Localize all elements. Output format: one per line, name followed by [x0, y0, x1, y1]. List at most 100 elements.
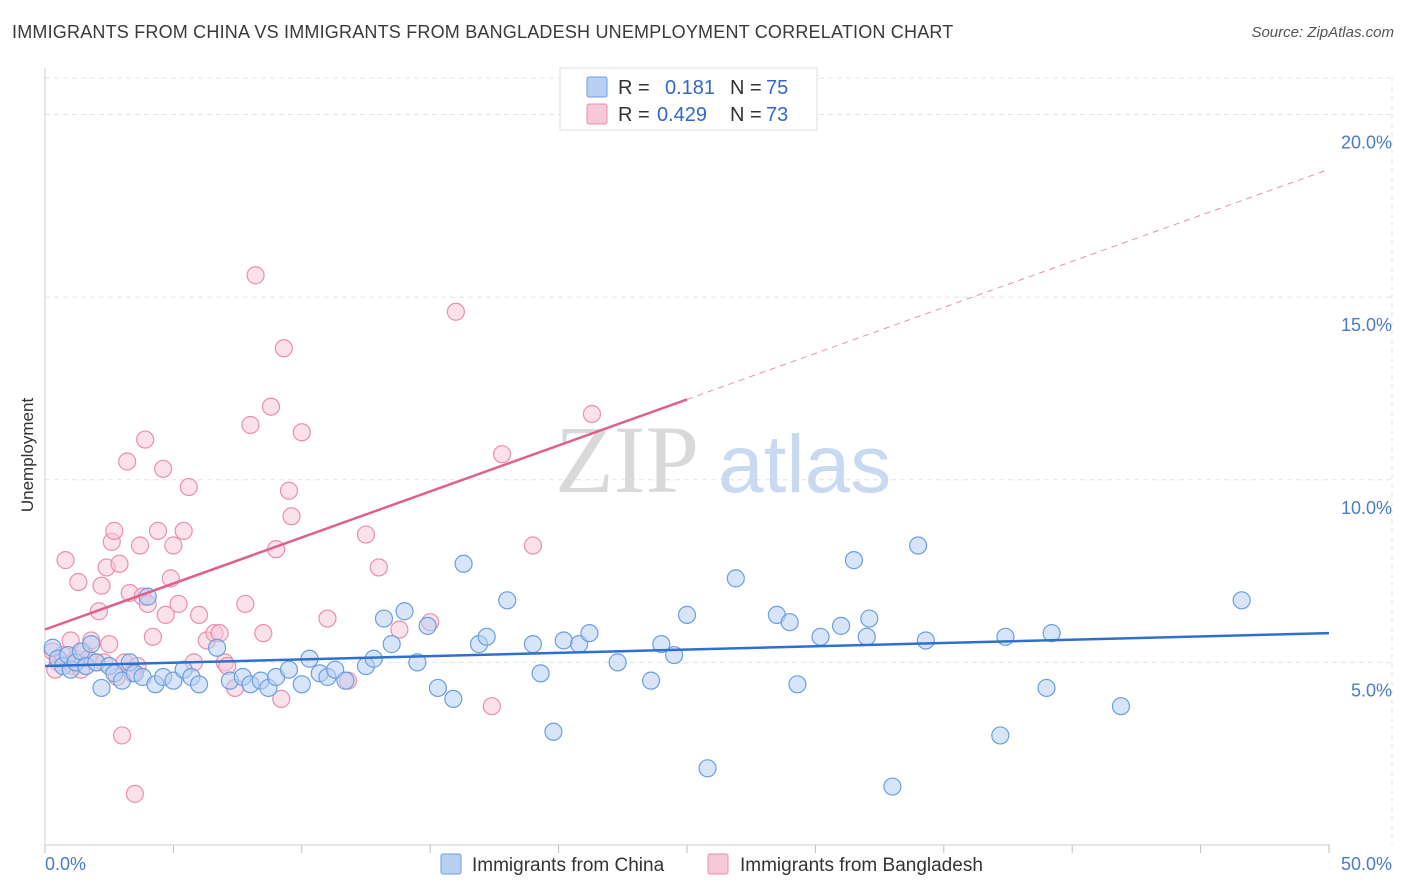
china-point [726, 569, 745, 588]
china-point [857, 627, 876, 646]
bottom-legend-swatch-china [440, 853, 462, 875]
watermark-atlas: atlas [718, 419, 891, 510]
china-point [909, 536, 928, 555]
bangladesh-point [369, 558, 388, 577]
bangladesh-point [148, 521, 168, 540]
legend-swatch-china [586, 76, 608, 98]
china-point [831, 616, 851, 635]
china-point [1042, 624, 1061, 643]
bangladesh-point [390, 620, 409, 639]
axes [44, 68, 1330, 853]
bangladesh-point [318, 609, 337, 628]
china-point [641, 671, 661, 690]
china-point [292, 675, 311, 694]
china-point [408, 653, 427, 672]
china-points [43, 536, 1251, 796]
china-point [860, 609, 879, 628]
bangladesh-point [482, 697, 501, 716]
china-point [207, 638, 227, 657]
china-point [788, 675, 807, 694]
china-point [189, 675, 209, 694]
china-point [883, 777, 902, 796]
china-point [477, 627, 496, 646]
legend-r-value-china: 0.181 [665, 77, 715, 99]
bangladesh-trend-extension [686, 168, 1330, 400]
bangladesh-point [261, 397, 281, 416]
bangladesh-point [56, 551, 75, 570]
china-point [544, 722, 563, 741]
bangladesh-point [282, 507, 301, 526]
bangladesh-point [272, 689, 291, 709]
china-point [498, 591, 517, 610]
bangladesh-point [246, 266, 265, 285]
china-point [531, 664, 550, 683]
bangladesh-point [164, 536, 183, 555]
bangladesh-point [179, 477, 198, 497]
china-point [677, 605, 697, 625]
bangladesh-point [130, 536, 150, 555]
chart-title: IMMIGRANTS FROM CHINA VS IMMIGRANTS FROM… [12, 22, 954, 42]
bangladesh-point [125, 784, 144, 803]
bottom-legend-label-bangladesh: Immigrants from Bangladesh [740, 855, 983, 876]
china-point [811, 627, 830, 646]
bangladesh-point [189, 605, 209, 625]
china-point [580, 624, 599, 643]
y-tick-label: 5.0% [1351, 680, 1392, 700]
legend-r-value-bangladesh: 0.429 [657, 104, 707, 126]
bangladesh-point [174, 521, 193, 540]
china-point [844, 551, 864, 570]
bangladesh-point [292, 423, 311, 442]
bottom-legend-swatch-bangladesh [707, 853, 729, 875]
china-point [374, 609, 394, 628]
bangladesh-point [136, 430, 155, 449]
china-point [444, 689, 463, 709]
tick-labels: 5.0% 10.0% 15.0% 20.0% 0.0% 50.0% [45, 133, 1392, 874]
bottom-legend-label-china: Immigrants from China [472, 855, 665, 876]
bangladesh-point [523, 536, 543, 555]
legend-box: R = 0.181 N = 75 R = 0.429 N = 73 [559, 67, 818, 131]
bangladesh-point [493, 445, 512, 464]
legend-n-label-bangladesh: N = [730, 104, 762, 126]
bangladesh-point [118, 452, 137, 471]
bangladesh-point [110, 554, 129, 573]
bangladesh-point [241, 415, 260, 435]
china-point [1232, 591, 1251, 610]
bangladesh-trend-line [44, 398, 688, 631]
trend-lines [44, 168, 1330, 668]
bangladesh-point [169, 594, 188, 614]
china-point [916, 631, 935, 650]
watermark: ZIP atlas [555, 406, 891, 513]
legend-n-value-bangladesh: 73 [766, 104, 788, 126]
y-axis-label: Unemployment [18, 398, 37, 513]
y-tick-label: 20.0% [1341, 133, 1392, 153]
china-point [382, 635, 401, 654]
china-point [991, 726, 1010, 745]
china-point [523, 635, 543, 654]
bangladesh-point [69, 572, 88, 592]
china-point [608, 653, 627, 672]
china-point [279, 660, 299, 679]
watermark-zip: ZIP [555, 406, 699, 513]
x-tick-label: 50.0% [1341, 854, 1392, 874]
china-point [780, 613, 799, 632]
china-point [92, 678, 111, 698]
china-point [336, 671, 355, 690]
bangladesh-point [100, 635, 119, 654]
bangladesh-points [43, 266, 602, 803]
bangladesh-point [105, 521, 124, 540]
china-point [418, 616, 437, 635]
china-trend-line [44, 631, 1330, 668]
china-point [82, 635, 101, 654]
bangladesh-point [356, 525, 376, 544]
bangladesh-point [143, 627, 162, 646]
y-tick-label: 10.0% [1341, 498, 1392, 518]
legend-r-label-bangladesh: R = [618, 104, 650, 126]
china-point [395, 602, 414, 621]
legend-r-label-china: R = [618, 77, 650, 99]
china-point [1037, 678, 1056, 698]
china-point [554, 631, 573, 650]
bangladesh-point [279, 481, 299, 500]
china-point [652, 635, 671, 654]
bangladesh-point [92, 576, 111, 595]
bangladesh-point [112, 726, 132, 745]
